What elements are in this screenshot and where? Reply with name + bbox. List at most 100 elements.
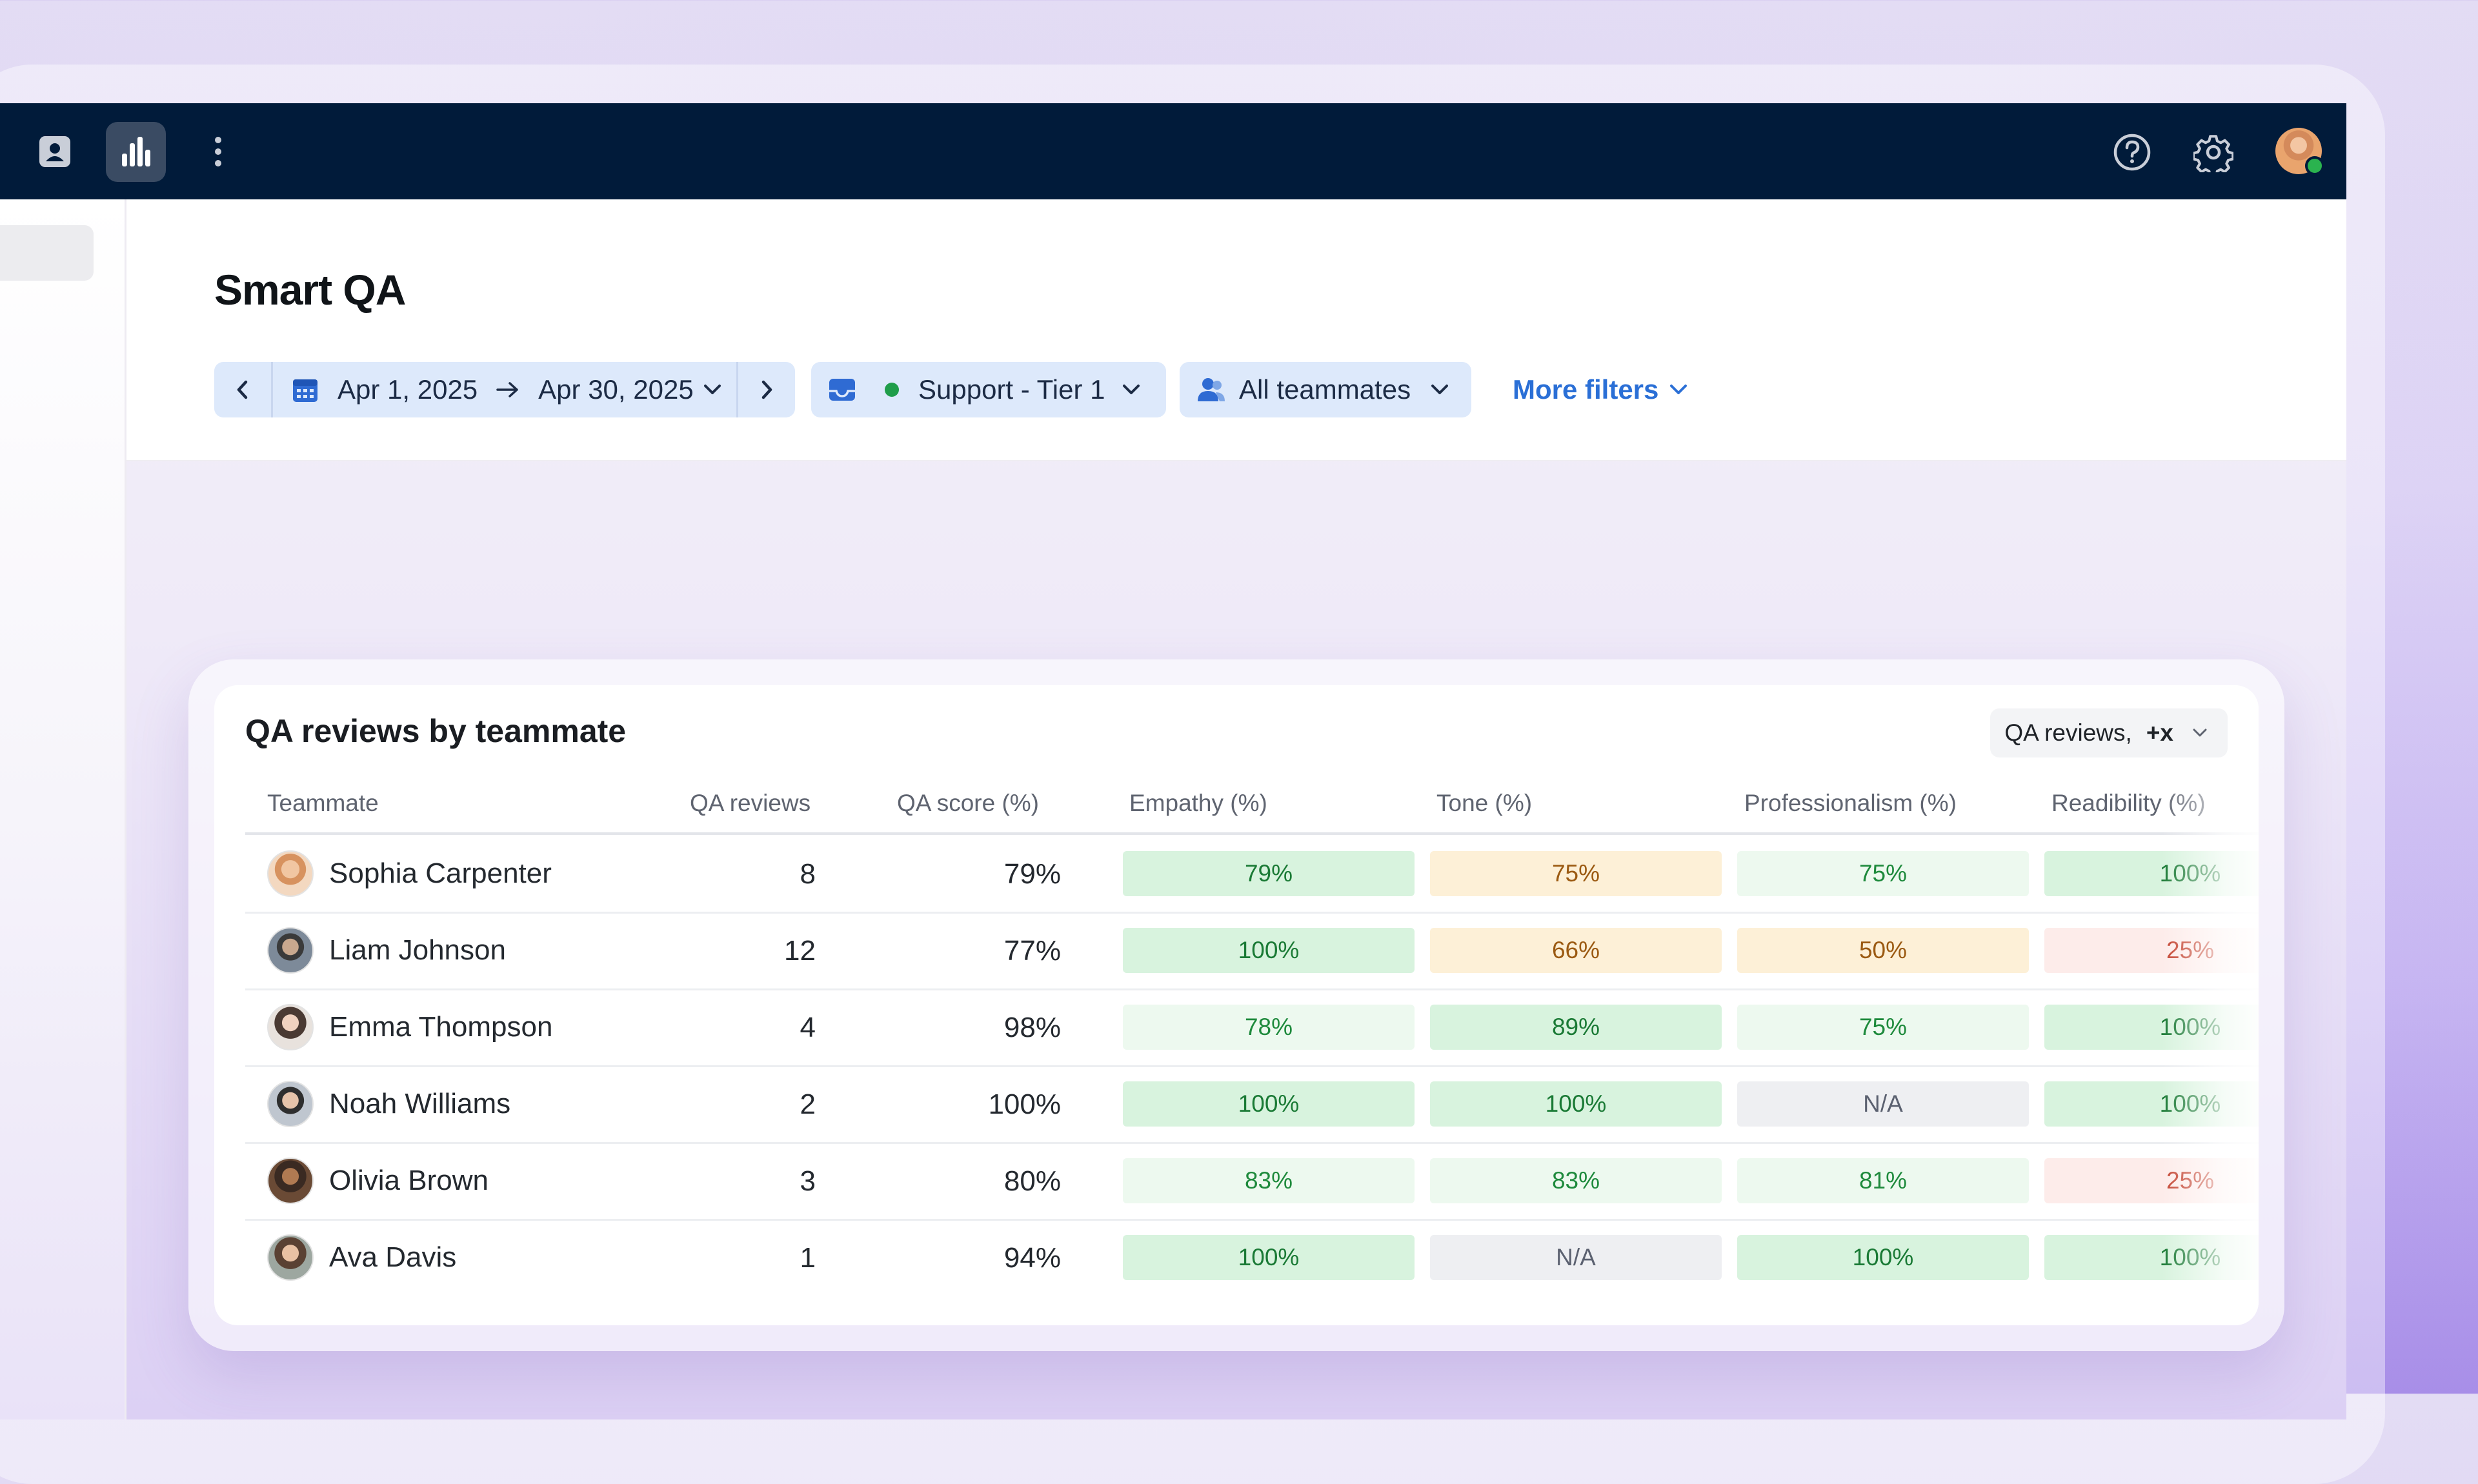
teammate-name: Ava Davis [329,1241,457,1273]
professionalism-score-pill: 81% [1737,1158,2029,1203]
teammate-cell[interactable]: Sophia Carpenter [267,850,552,897]
previous-period-button[interactable] [214,362,271,417]
top-navigation-bar [0,103,2346,199]
qa-reviews-value: 3 [800,1165,816,1197]
online-status-dot [2305,156,2324,175]
avatar [267,1158,314,1204]
teammate-name: Emma Thompson [329,1011,553,1043]
column-header-tone[interactable]: Tone (%) [1436,790,1533,816]
card-title: QA reviews by teammate [245,713,627,749]
empathy-score-pill: 83% [1123,1158,1415,1203]
table-row[interactable]: Olivia Brown 3 80% 83% 83% 81% 25% [245,1142,2259,1221]
chevron-down-icon [2193,728,2207,737]
qa-reviews-value: 4 [800,1012,816,1043]
professionalism-score-pill: 50% [1737,928,2029,973]
app-window: Smart QA Apr 1, 2025 Apr 30, 2025 [0,103,2346,1419]
qa-reviews-value: 1 [800,1242,816,1274]
table-row[interactable]: Noah Williams 2 100% 100% 100% N/A 100% [245,1065,2259,1144]
empathy-score-pill: 100% [1123,1081,1415,1127]
teammate-name: Liam Johnson [329,934,506,966]
avatar [267,1004,314,1050]
qa-reviews-card: QA reviews by teammate QA reviews, +x Te… [214,685,2259,1325]
column-header-qa-reviews[interactable]: QA reviews [690,790,811,816]
qa-score-value: 98% [1003,1012,1061,1043]
teammate-cell[interactable]: Liam Johnson [267,927,506,974]
divider [271,362,273,417]
date-end: Apr 30, 2025 [538,374,694,405]
teammate-cell[interactable]: Noah Williams [267,1081,510,1127]
inbox-filter[interactable]: Support - Tier 1 [811,362,1166,417]
inbox-filter-label: Support - Tier 1 [918,374,1105,405]
chevron-down-icon [1670,385,1687,394]
empathy-score-pill: 100% [1123,928,1415,973]
user-avatar[interactable] [2275,128,2324,175]
gear-icon[interactable] [2191,130,2235,174]
contact-card-icon[interactable] [34,130,76,173]
status-dot [885,383,899,397]
metric-select-extra: +x [2146,719,2173,746]
chevron-down-icon [1431,385,1449,394]
qa-reviews-value: 12 [784,935,816,967]
table-header: Teammate QA reviews QA score (%) Empathy… [245,783,2259,835]
teammate-name: Noah Williams [329,1088,511,1119]
tone-score-pill: 75% [1430,851,1722,896]
readibility-score-pill: 25% [2044,1158,2259,1203]
arrow-right-icon [496,382,518,397]
teammate-name: Olivia Brown [329,1165,489,1196]
chevron-down-icon [703,385,721,394]
column-header-empathy[interactable]: Empathy (%) [1129,790,1267,816]
qa-score-value: 80% [1003,1165,1061,1197]
teammates-filter[interactable]: All teammates [1180,362,1471,417]
avatar [267,1234,314,1281]
date-range-picker[interactable]: Apr 1, 2025 Apr 30, 2025 [273,374,736,405]
table-row[interactable]: Ava Davis 1 94% 100% N/A 100% 100% [245,1219,2259,1296]
readibility-score-pill: 100% [2044,1081,2259,1127]
avatar [267,850,314,897]
professionalism-score-pill: 75% [1737,1005,2029,1050]
divider [736,362,738,417]
next-period-button[interactable] [738,362,795,417]
column-header-professionalism[interactable]: Professionalism (%) [1744,790,1957,816]
more-vertical-icon[interactable] [200,130,236,173]
table-row[interactable]: Emma Thompson 4 98% 78% 89% 75% 100% [245,988,2259,1067]
tone-score-pill: 100% [1430,1081,1722,1127]
teammate-name: Sophia Carpenter [329,857,552,889]
inbox-icon [829,379,855,401]
help-circle-icon[interactable] [2110,130,2154,174]
readibility-score-pill: 100% [2044,1235,2259,1280]
column-header-readibility[interactable]: Readibility (%) [2051,790,2206,816]
empathy-score-pill: 100% [1123,1235,1415,1280]
more-filters-button[interactable]: More filters [1513,362,1688,417]
users-icon [1198,378,1225,401]
teammate-cell[interactable]: Ava Davis [267,1234,456,1281]
readibility-score-pill: 100% [2044,851,2259,896]
sidebar-item-selected[interactable] [0,225,94,281]
chevron-right-icon [761,380,772,399]
readibility-score-pill: 25% [2044,928,2259,973]
date-range-filter: Apr 1, 2025 Apr 30, 2025 [214,362,795,417]
teammate-cell[interactable]: Olivia Brown [267,1158,489,1204]
sidebar [0,199,126,1419]
teammate-cell[interactable]: Emma Thompson [267,1004,552,1050]
column-header-teammate[interactable]: Teammate [267,790,379,816]
metric-select[interactable]: QA reviews, +x [1990,708,2228,757]
date-start: Apr 1, 2025 [337,374,478,405]
page-header: Smart QA [126,199,2346,461]
table-row[interactable]: Liam Johnson 12 77% 100% 66% 50% 25% [245,912,2259,990]
qa-score-value: 77% [1003,935,1061,967]
avatar [267,1081,314,1127]
chevron-left-icon [237,380,248,399]
readibility-score-pill: 100% [2044,1005,2259,1050]
qa-score-value: 79% [1003,858,1061,890]
bar-chart-icon [121,136,150,166]
qa-reviews-value: 2 [800,1088,816,1120]
tone-score-pill: N/A [1430,1235,1722,1280]
qa-score-value: 100% [988,1088,1061,1120]
tone-score-pill: 66% [1430,928,1722,973]
reports-nav-button[interactable] [106,122,166,182]
professionalism-score-pill: 100% [1737,1235,2029,1280]
qa-reviews-value: 8 [800,858,816,890]
tone-score-pill: 83% [1430,1158,1722,1203]
table-row[interactable]: Sophia Carpenter 8 79% 79% 75% 75% 100% [245,835,2259,914]
column-header-qa-score[interactable]: QA score (%) [897,790,1039,816]
